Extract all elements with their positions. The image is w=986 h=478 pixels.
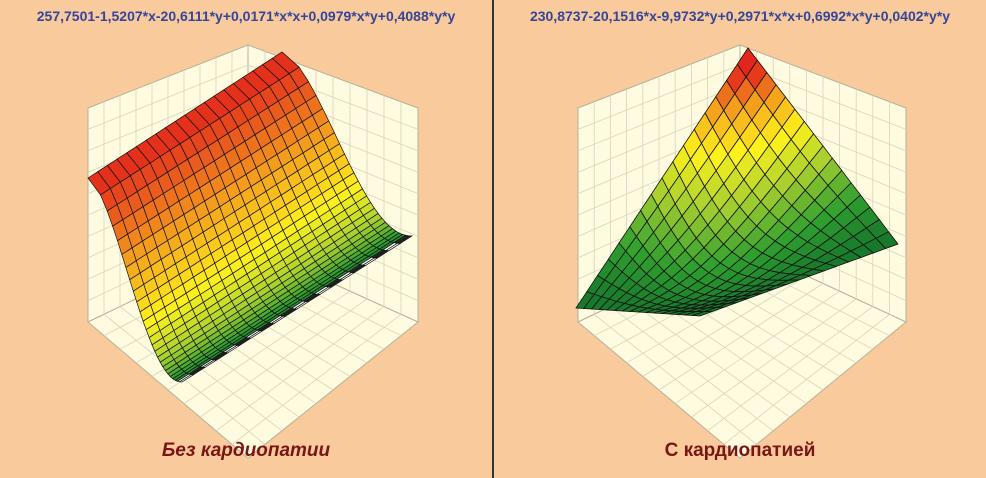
panel-right: 230,8737-20,1516*x-9,9732*y+0,2971*x*x+0…: [494, 0, 986, 478]
surface: [87, 51, 414, 383]
surface: [575, 47, 899, 317]
caption-right: С кардиопатией: [664, 440, 816, 461]
surface-plot-right: [575, 44, 907, 459]
panel-left: 257,7501-1,5207*x-20,6111*y+0,0171*x*x+0…: [0, 0, 492, 478]
equation-left: 257,7501-1,5207*x-20,6111*y+0,0171*x*x+0…: [36, 8, 456, 24]
surface-plot-left: [87, 44, 419, 459]
caption-left: Без кардиопатии: [161, 440, 331, 461]
panel-divider: [492, 0, 494, 478]
equation-right: 230,8737-20,1516*x-9,9732*y+0,2971*x*x+0…: [529, 8, 950, 24]
